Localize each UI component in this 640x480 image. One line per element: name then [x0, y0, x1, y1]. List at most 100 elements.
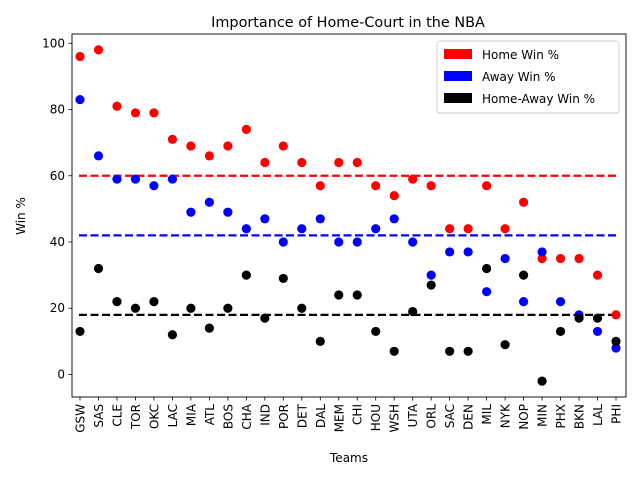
- point-series1-uta: [408, 237, 418, 247]
- point-series0-gsw: [75, 51, 85, 62]
- point-series0-nop: [518, 197, 529, 207]
- plot-frame: [71, 33, 627, 398]
- point-series1-gsw: [75, 94, 85, 105]
- point-series0-den: [463, 224, 473, 234]
- point-series2-mem: [334, 290, 344, 300]
- point-series0-orl: [426, 181, 436, 191]
- x-tick-label-mia: MIA: [184, 403, 198, 426]
- point-series2-chi: [352, 290, 362, 300]
- point-series2-por: [278, 273, 288, 284]
- point-series2-ind: [260, 313, 270, 323]
- point-series0-wsh: [389, 191, 399, 201]
- point-series0-chi: [352, 157, 362, 168]
- point-series2-phx: [555, 326, 566, 337]
- point-series0-bos: [223, 141, 233, 151]
- point-series0-okc: [149, 108, 159, 118]
- point-series0-cle: [112, 101, 122, 111]
- legend-swatch-2: [444, 93, 472, 103]
- point-series0-min: [537, 253, 547, 264]
- legend-label-0: Home Win %: [482, 48, 559, 62]
- y-axis-label: Win %: [14, 197, 28, 235]
- point-series2-min: [537, 376, 547, 386]
- legend-swatch-0: [444, 49, 472, 59]
- point-series0-cha: [241, 124, 251, 134]
- x-tick-label-nop: NOP: [517, 404, 531, 430]
- point-series0-por: [278, 141, 288, 151]
- point-series1-min: [537, 247, 547, 257]
- x-tick-label-okc: OKC: [147, 404, 161, 429]
- point-series2-bkn: [574, 313, 584, 323]
- point-series1-nyk: [500, 253, 510, 264]
- x-tick-label-den: DEN: [462, 404, 476, 430]
- point-series0-mil: [482, 181, 492, 191]
- x-tick-label-lac: LAC: [166, 404, 180, 427]
- legend-label-2: Home-Away Win %: [482, 92, 595, 106]
- point-series2-atl: [204, 323, 214, 333]
- point-series2-sas: [93, 263, 104, 274]
- point-series0-bkn: [574, 253, 584, 264]
- point-series1-sas: [93, 151, 104, 161]
- x-tick-label-ind: IND: [258, 404, 272, 426]
- point-series1-orl: [426, 270, 436, 280]
- point-series1-cle: [112, 174, 122, 184]
- point-series0-lal: [592, 270, 603, 280]
- point-series1-atl: [204, 197, 214, 207]
- point-series1-dal: [315, 214, 325, 224]
- point-series2-uta: [408, 306, 418, 317]
- x-axis-label: Teams: [329, 451, 368, 465]
- y-tick-label: 100: [42, 36, 65, 50]
- point-series2-nyk: [500, 340, 510, 350]
- x-tick-label-cle: CLE: [110, 404, 124, 427]
- x-tick-label-chi: CHI: [351, 404, 365, 425]
- point-series0-phx: [555, 253, 566, 264]
- point-series1-hou: [371, 224, 381, 234]
- x-tick-label-min: MIN: [536, 404, 550, 427]
- point-series0-mem: [334, 157, 344, 168]
- point-series1-lac: [167, 174, 178, 184]
- point-series2-lac: [167, 330, 178, 340]
- point-series2-orl: [426, 280, 436, 290]
- point-series1-nop: [518, 297, 529, 307]
- point-series0-uta: [408, 174, 418, 184]
- point-series0-sac: [445, 224, 455, 234]
- x-tick-label-gsw: GSW: [74, 404, 88, 433]
- x-tick-label-nyk: NYK: [499, 403, 513, 428]
- point-series0-hou: [371, 181, 381, 191]
- chart-title: Importance of Home-Court in the NBA: [211, 15, 485, 31]
- point-series2-dal: [315, 336, 325, 346]
- point-series1-den: [463, 247, 473, 257]
- x-tick-label-mem: MEM: [332, 404, 346, 432]
- point-series1-phx: [555, 297, 566, 307]
- point-series1-lal: [592, 326, 603, 337]
- point-series2-det: [297, 303, 307, 313]
- point-series0-dal: [315, 181, 325, 191]
- point-series0-ind: [260, 157, 270, 168]
- point-series2-nop: [518, 270, 529, 280]
- point-series2-den: [463, 346, 473, 356]
- point-series2-sac: [445, 346, 455, 356]
- point-series0-nyk: [500, 224, 510, 234]
- point-series2-hou: [371, 326, 381, 337]
- point-series0-atl: [204, 151, 214, 161]
- y-tick-label: 40: [50, 235, 65, 249]
- point-series1-okc: [149, 181, 159, 191]
- x-tick-label-phx: PHX: [554, 404, 568, 428]
- x-tick-label-dal: DAL: [314, 404, 328, 428]
- point-series2-wsh: [389, 346, 399, 356]
- point-series0-mia: [186, 141, 196, 151]
- point-series1-chi: [352, 237, 362, 247]
- y-tick-label: 60: [50, 169, 65, 183]
- point-series1-phi: [611, 343, 621, 353]
- point-series1-mia: [186, 207, 196, 217]
- point-series1-bos: [223, 207, 233, 217]
- point-series1-tor: [130, 174, 141, 184]
- x-tick-label-bos: BOS: [221, 404, 235, 429]
- point-series2-phi: [611, 336, 621, 346]
- x-tick-label-cha: CHA: [240, 403, 254, 429]
- point-series2-okc: [149, 297, 159, 307]
- point-series0-sas: [93, 45, 104, 55]
- point-series0-lac: [167, 134, 178, 144]
- point-series0-det: [297, 157, 307, 168]
- x-tick-label-phi: PHI: [610, 404, 624, 424]
